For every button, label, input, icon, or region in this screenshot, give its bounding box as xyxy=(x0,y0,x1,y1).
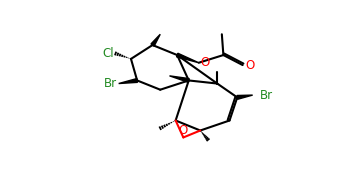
Text: Br: Br xyxy=(104,77,117,90)
Polygon shape xyxy=(119,79,138,83)
Polygon shape xyxy=(176,53,199,63)
Text: O: O xyxy=(246,58,255,72)
Polygon shape xyxy=(170,76,189,82)
Text: Cl: Cl xyxy=(102,47,114,60)
Text: O: O xyxy=(179,124,188,137)
Text: Br: Br xyxy=(260,89,273,102)
Text: O: O xyxy=(200,56,209,69)
Polygon shape xyxy=(151,34,160,46)
Polygon shape xyxy=(237,95,253,99)
